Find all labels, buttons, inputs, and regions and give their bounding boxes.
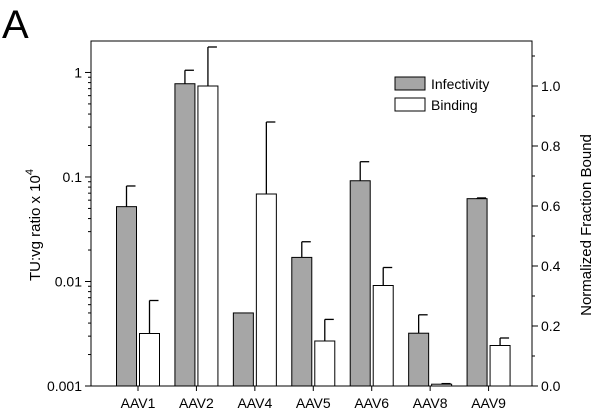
infectivity-legend-swatch xyxy=(394,76,426,91)
infectivity-bar xyxy=(291,256,313,387)
binding-legend-label: Binding xyxy=(431,97,478,113)
binding-bar xyxy=(314,340,336,387)
infectivity-bar xyxy=(174,83,196,387)
left-tick-label: 0.01 xyxy=(55,273,82,289)
infectivity-bar xyxy=(232,312,254,387)
category-label: AAV2 xyxy=(179,395,214,411)
right-tick-label: 0.8 xyxy=(541,138,561,154)
panel-label: A xyxy=(2,3,29,47)
right-tick-label: 0.2 xyxy=(541,318,561,334)
category-label: AAV1 xyxy=(121,395,156,411)
left-axis: 0.001 0.01 0.1 1 xyxy=(47,64,91,394)
binding-bar xyxy=(431,383,453,387)
category-label: AAV4 xyxy=(237,395,272,411)
legend: Infectivity Binding xyxy=(394,76,489,113)
left-tick-label: 0.1 xyxy=(63,169,83,185)
error-bars-group xyxy=(125,46,510,385)
binding-bar xyxy=(197,85,219,387)
binding-bar xyxy=(372,285,394,387)
category-label: AAV8 xyxy=(413,395,448,411)
infectivity-bar xyxy=(116,206,137,387)
infectivity-bar xyxy=(349,180,371,387)
right-axis: 0.0 0.2 0.4 0.6 0.8 1.0 xyxy=(532,55,561,394)
category-label: AAV5 xyxy=(296,395,331,411)
right-tick-label: 0.6 xyxy=(541,198,561,214)
bars-group xyxy=(116,83,511,387)
binding-bar xyxy=(139,333,160,387)
infectivity-bar xyxy=(466,198,488,387)
binding-bar xyxy=(489,345,511,387)
left-tick-label: 0.001 xyxy=(47,378,82,394)
right-tick-label: 0.0 xyxy=(541,378,561,394)
left-axis-title-main: TU:vg ratio x 10 xyxy=(27,175,44,281)
binding-legend-swatch xyxy=(394,97,426,112)
category-labels: AAV1 AAV2 AAV4 AAV5 AAV6 AAV8 AAV9 xyxy=(121,386,506,411)
left-axis-title-superscript: 4 xyxy=(24,169,36,175)
category-label: AAV9 xyxy=(471,395,506,411)
right-axis-title: Normalized Fraction Bound xyxy=(578,134,595,316)
infectivity-bar xyxy=(408,332,430,387)
right-tick-label: 1.0 xyxy=(541,78,561,94)
left-axis-title: TU:vg ratio x 104 xyxy=(24,169,44,281)
category-label: AAV6 xyxy=(354,395,389,411)
infectivity-legend-label: Infectivity xyxy=(431,76,489,92)
binding-bar xyxy=(255,193,277,387)
left-tick-label: 1 xyxy=(74,64,82,80)
right-tick-label: 0.4 xyxy=(541,258,561,274)
